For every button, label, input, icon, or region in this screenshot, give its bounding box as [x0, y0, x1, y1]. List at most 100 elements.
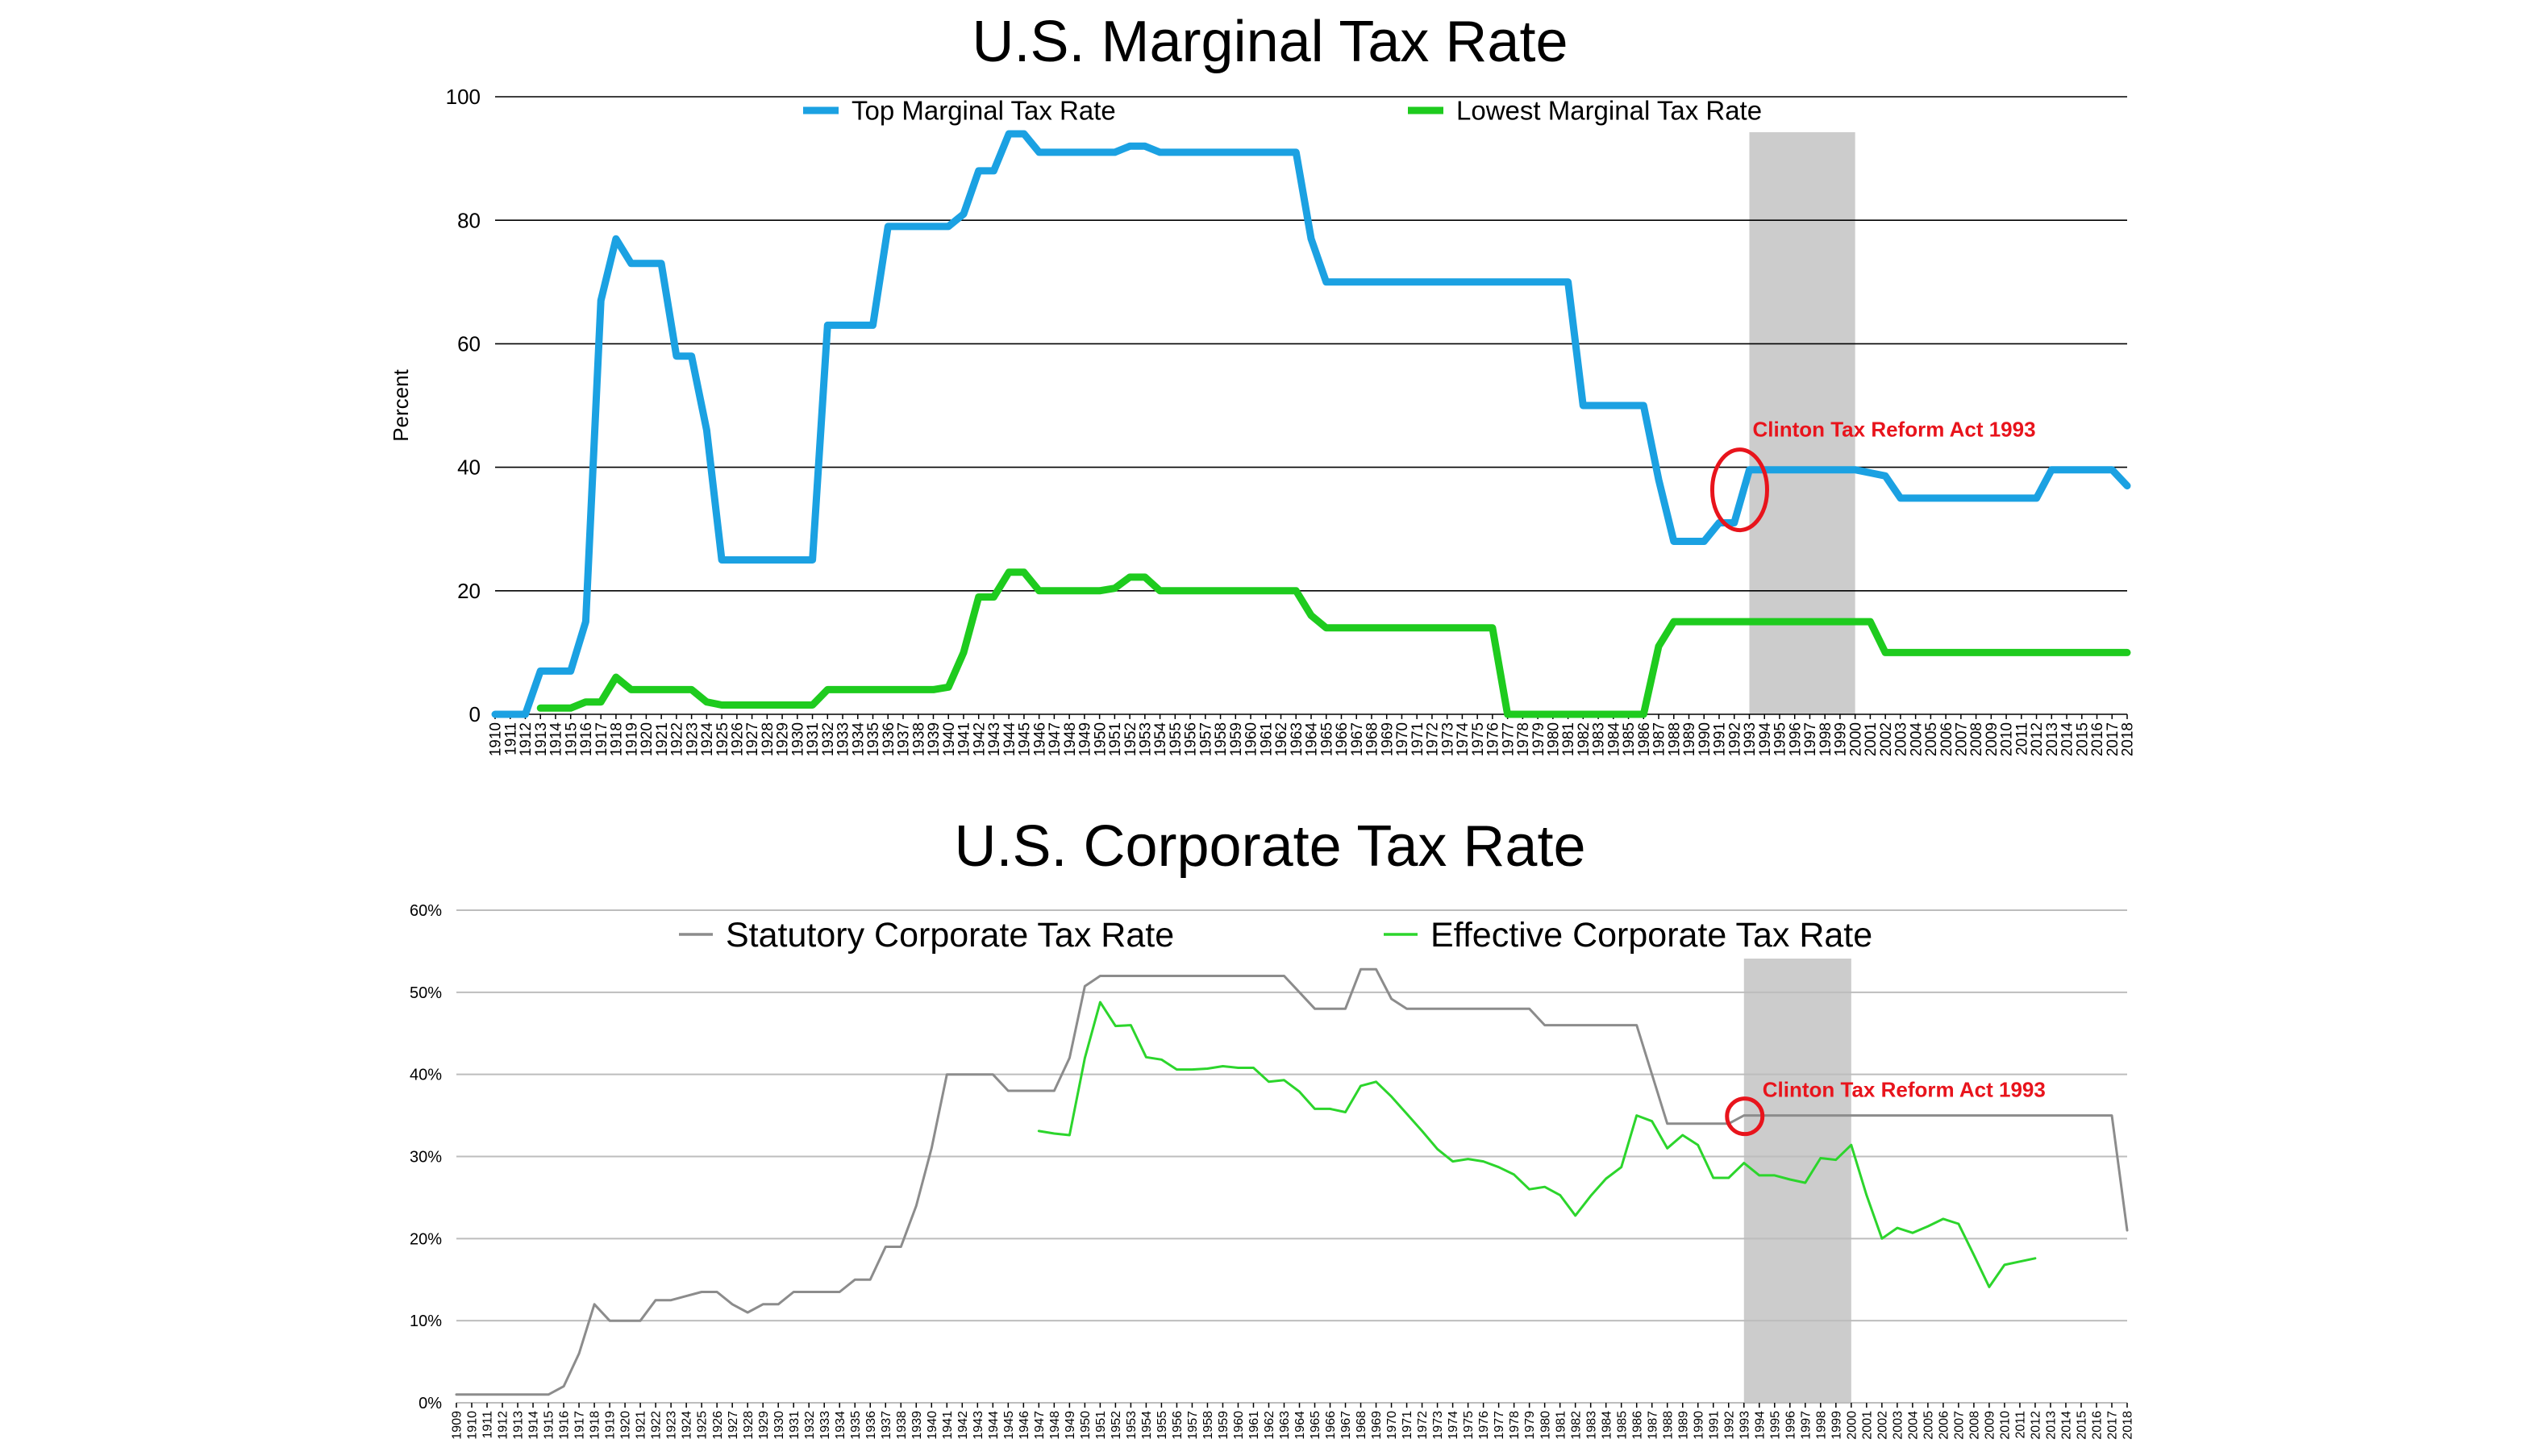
marginal-x-tick-label: 1942	[971, 722, 988, 756]
marginal-x-tick-label: 1964	[1304, 722, 1321, 757]
corporate-x-tick-label: 1910	[466, 1411, 480, 1440]
corporate-x-tick-label: 1953	[1125, 1411, 1139, 1440]
corporate-x-tick-label: 1998	[1814, 1411, 1828, 1440]
corporate-x-tick-label: 1929	[757, 1411, 771, 1440]
corporate-x-tick-label: 1940	[926, 1411, 939, 1440]
marginal-x-tick-label: 1916	[578, 722, 595, 756]
corporate-x-tick-label: 1918	[589, 1411, 602, 1440]
corporate-x-tick-label: 1986	[1630, 1411, 1644, 1440]
marginal-x-tick-label: 1923	[684, 722, 701, 756]
marginal-x-tick-label: 1989	[1681, 722, 1698, 756]
corporate-x-tick-label: 1914	[527, 1411, 541, 1440]
marginal-x-tick-label: 1956	[1183, 722, 1200, 756]
corporate-x-tick-label: 1974	[1447, 1411, 1460, 1440]
corporate-x-tick-label: 2006	[1937, 1411, 1951, 1440]
corporate-x-tick-label: 2018	[2122, 1411, 2135, 1440]
marginal-x-tick-label: 1910	[488, 722, 505, 756]
marginal-x-tick-label: 2005	[1923, 722, 1940, 756]
corporate-x-tick-label: 2005	[1922, 1411, 1935, 1440]
corporate-x-tick-label: 1939	[910, 1411, 924, 1440]
marginal-x-tick-label: 1969	[1379, 722, 1396, 756]
marginal-x-tick-label: 1917	[593, 722, 610, 756]
corporate-x-tick-label: 1948	[1048, 1411, 1062, 1440]
marginal-x-tick-label: 2017	[2105, 722, 2122, 756]
corporate-x-tick-label: 1952	[1110, 1411, 1123, 1440]
corporate-x-tick-label: 1994	[1753, 1411, 1767, 1440]
corporate-x-tick-label: 1971	[1401, 1411, 1414, 1440]
corporate-x-tick-label: 1990	[1692, 1411, 1705, 1440]
corporate-y-tick-label: 50%	[410, 984, 442, 1002]
corporate-y-tick-label: 10%	[410, 1312, 442, 1330]
corporate-x-tick-label: 1979	[1523, 1411, 1537, 1440]
corporate-x-tick-label: 1919	[604, 1411, 618, 1440]
corporate-y-tick-label: 60%	[410, 902, 442, 920]
marginal-x-tick-label: 1985	[1621, 722, 1638, 756]
marginal-x-tick-label: 1959	[1228, 722, 1245, 756]
marginal-shaded-region	[1749, 132, 1855, 714]
marginal-x-tick-label: 2010	[1999, 722, 2016, 756]
corporate-tax-chart: U.S. Corporate Tax Rate 0% 10% 20% 30% 40% 50…	[0, 790, 2540, 1456]
marginal-x-tick-label: 1933	[835, 722, 852, 756]
corporate-x-tick-label: 1943	[972, 1411, 985, 1440]
marginal-x-tick-label: 1981	[1560, 722, 1577, 756]
corporate-x-tick-label: 1989	[1676, 1411, 1690, 1440]
corporate-x-tick-label: 1934	[834, 1411, 847, 1440]
corporate-x-tick-label: 1945	[1002, 1411, 1016, 1440]
marginal-x-tick-label: 1944	[1001, 722, 1018, 757]
marginal-x-tick-label: 1966	[1334, 722, 1351, 756]
marginal-x-tick-label: 2018	[2120, 722, 2137, 756]
corporate-series-line-1	[455, 967, 2129, 1396]
corporate-x-tick-label: 1977	[1493, 1411, 1506, 1440]
corporate-legend-label-1: Statutory Corporate Tax Rate	[726, 916, 1174, 955]
corporate-x-tick-label: 1936	[864, 1411, 878, 1440]
corporate-x-tick-label: 1996	[1784, 1411, 1797, 1440]
marginal-x-tick-label: 2003	[1893, 722, 1910, 756]
marginal-x-tick-label: 1949	[1077, 722, 1094, 756]
marginal-y-axis-label: Percent	[389, 368, 413, 441]
corporate-x-tick-label: 1965	[1309, 1411, 1322, 1440]
corporate-x-tick-label: 1931	[788, 1411, 802, 1440]
marginal-x-tick-label: 1991	[1712, 722, 1729, 756]
corporate-x-tick-label: 1930	[772, 1411, 786, 1440]
marginal-x-tick-label: 1984	[1605, 722, 1622, 757]
corporate-x-tick-label: 1937	[880, 1411, 893, 1440]
marginal-y-tick-label: 100	[446, 85, 481, 109]
corporate-x-tick-label: 1962	[1263, 1411, 1276, 1440]
marginal-x-tick-label: 1994	[1757, 722, 1774, 757]
marginal-x-tick-label: 1921	[654, 722, 671, 756]
corporate-x-tick-label: 1999	[1830, 1411, 1843, 1440]
marginal-legend-label-2: Lowest Marginal Tax Rate	[1456, 96, 1762, 126]
marginal-x-tick-label: 1962	[1273, 722, 1290, 756]
marginal-x-tick-label: 1931	[805, 722, 822, 756]
marginal-x-tick-label: 1988	[1666, 722, 1683, 756]
corporate-y-tick-label: 0%	[418, 1395, 442, 1412]
marginal-x-tick-label: 1982	[1576, 722, 1593, 756]
corporate-x-tick-label: 1915	[543, 1411, 556, 1440]
marginal-x-tick-label: 1967	[1349, 722, 1366, 756]
corporate-x-tick-label: 1928	[742, 1411, 756, 1440]
marginal-x-tick-label: 1979	[1530, 722, 1547, 756]
marginal-x-tick-label: 2006	[1938, 722, 1955, 756]
marginal-x-tick-label: 1998	[1818, 722, 1834, 756]
marginal-x-tick-label: 1975	[1470, 722, 1487, 756]
corporate-chart-plot: 0% 10% 20% 30% 40% 50% 60% 1909 1910 1911 1912 1913…	[410, 902, 2135, 1440]
marginal-x-tick-label: 1992	[1726, 722, 1743, 756]
marginal-x-tick-label: 1971	[1409, 722, 1426, 756]
marginal-y-tick-label: 80	[457, 208, 481, 232]
corporate-x-tick-label: 1941	[941, 1411, 955, 1440]
corporate-x-tick-label: 2012	[2030, 1411, 2043, 1440]
marginal-x-tick-label: 2011	[2013, 722, 2030, 755]
corporate-x-tick-label: 2013	[2045, 1411, 2059, 1440]
corporate-x-tick-label: 1983	[1584, 1411, 1598, 1440]
marginal-x-tick-label: 1932	[820, 722, 837, 756]
corporate-x-tick-label: 1973	[1431, 1411, 1445, 1440]
corporate-x-tick-label: 1981	[1554, 1411, 1568, 1440]
corporate-x-tick-label: 1947	[1033, 1411, 1047, 1440]
corporate-x-tick-label: 1997	[1799, 1411, 1813, 1440]
marginal-x-tick-label: 1950	[1092, 722, 1109, 756]
marginal-x-tick-label: 1958	[1213, 722, 1230, 756]
corporate-x-tick-label: 1987	[1646, 1411, 1659, 1440]
marginal-x-tick-label: 1914	[548, 722, 565, 757]
corporate-x-tick-label: 1946	[1018, 1411, 1031, 1440]
marginal-series-line-2	[536, 568, 2131, 718]
